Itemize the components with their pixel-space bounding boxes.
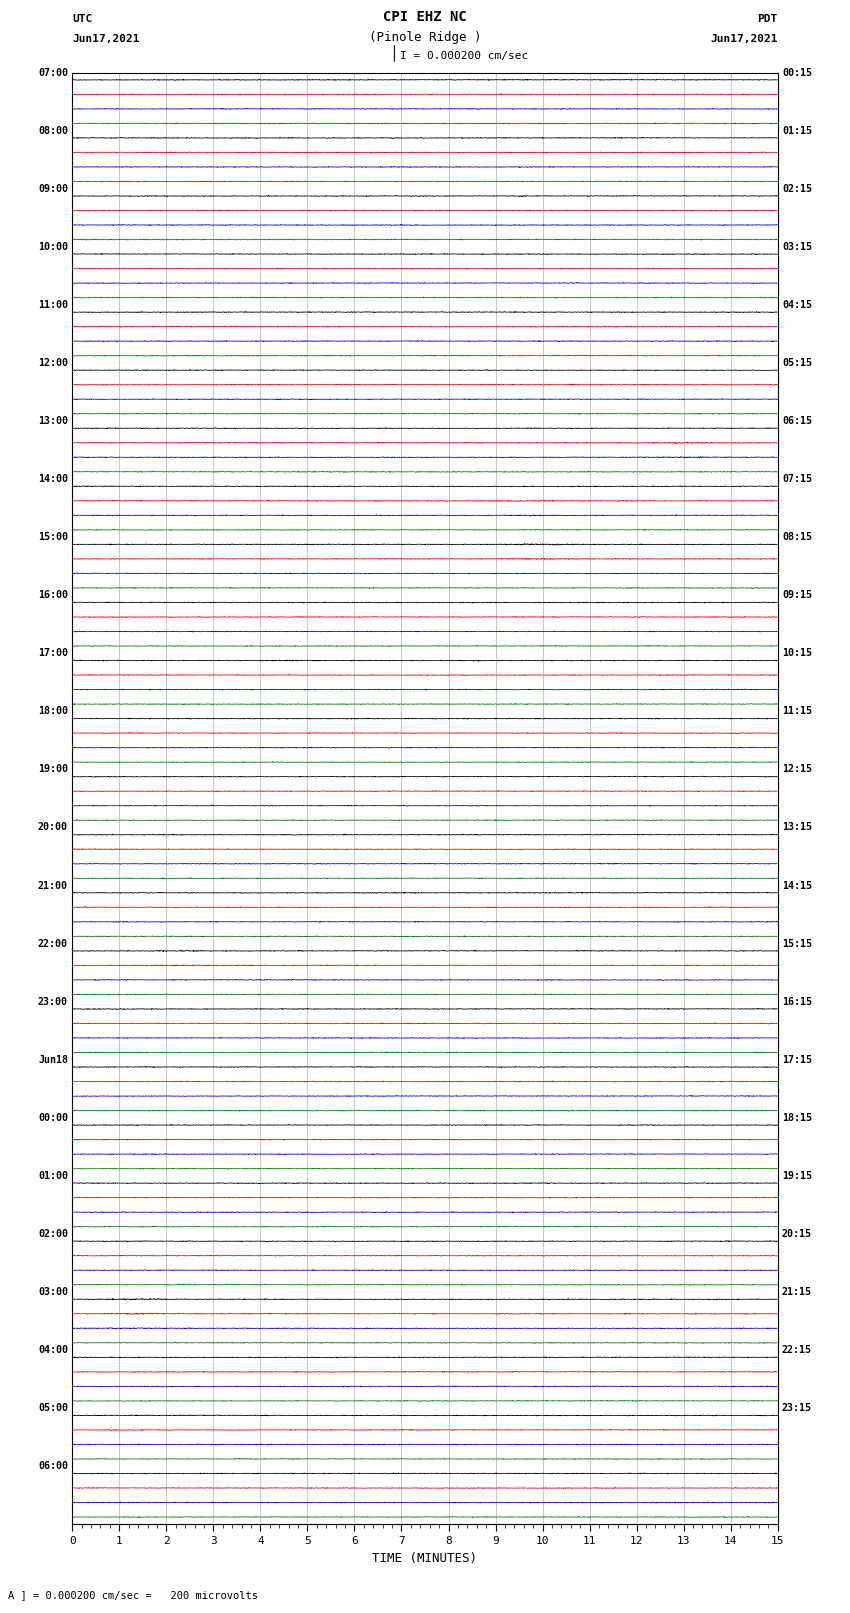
Text: 16:15: 16:15 [782,997,812,1007]
Text: 14:00: 14:00 [38,474,68,484]
Text: A ] = 0.000200 cm/sec =   200 microvolts: A ] = 0.000200 cm/sec = 200 microvolts [8,1590,258,1600]
Text: CPI EHZ NC: CPI EHZ NC [383,10,467,24]
Text: 21:15: 21:15 [782,1287,812,1297]
Text: 21:00: 21:00 [38,881,68,890]
Text: 19:00: 19:00 [38,765,68,774]
Text: ▏: ▏ [393,45,401,61]
Text: 17:00: 17:00 [38,648,68,658]
Text: 12:00: 12:00 [38,358,68,368]
Text: 23:00: 23:00 [38,997,68,1007]
Text: UTC: UTC [72,15,93,24]
Text: 10:15: 10:15 [782,648,812,658]
Text: 00:15: 00:15 [782,68,812,77]
Text: 11:15: 11:15 [782,706,812,716]
Text: Jun17,2021: Jun17,2021 [72,34,139,44]
Text: 07:00: 07:00 [38,68,68,77]
Text: 17:15: 17:15 [782,1055,812,1065]
Text: 02:15: 02:15 [782,184,812,194]
Text: (Pinole Ridge ): (Pinole Ridge ) [369,31,481,44]
Text: 09:15: 09:15 [782,590,812,600]
Text: 08:15: 08:15 [782,532,812,542]
Text: 02:00: 02:00 [38,1229,68,1239]
Text: 01:00: 01:00 [38,1171,68,1181]
Text: 18:15: 18:15 [782,1113,812,1123]
Text: 14:15: 14:15 [782,881,812,890]
Text: PDT: PDT [757,15,778,24]
X-axis label: TIME (MINUTES): TIME (MINUTES) [372,1552,478,1565]
Text: 07:15: 07:15 [782,474,812,484]
Text: 20:15: 20:15 [782,1229,812,1239]
Text: 22:00: 22:00 [38,939,68,948]
Text: 11:00: 11:00 [38,300,68,310]
Text: 16:00: 16:00 [38,590,68,600]
Text: 22:15: 22:15 [782,1345,812,1355]
Text: 03:00: 03:00 [38,1287,68,1297]
Text: 06:15: 06:15 [782,416,812,426]
Text: 13:00: 13:00 [38,416,68,426]
Text: Jun18: Jun18 [38,1055,68,1065]
Text: 18:00: 18:00 [38,706,68,716]
Text: 08:00: 08:00 [38,126,68,135]
Text: 13:15: 13:15 [782,823,812,832]
Text: 01:15: 01:15 [782,126,812,135]
Text: 04:00: 04:00 [38,1345,68,1355]
Text: 00:00: 00:00 [38,1113,68,1123]
Text: I = 0.000200 cm/sec: I = 0.000200 cm/sec [400,52,528,61]
Text: 19:15: 19:15 [782,1171,812,1181]
Text: 09:00: 09:00 [38,184,68,194]
Text: 04:15: 04:15 [782,300,812,310]
Text: 03:15: 03:15 [782,242,812,252]
Text: 15:15: 15:15 [782,939,812,948]
Text: 15:00: 15:00 [38,532,68,542]
Text: 05:00: 05:00 [38,1403,68,1413]
Text: 05:15: 05:15 [782,358,812,368]
Text: 12:15: 12:15 [782,765,812,774]
Text: 10:00: 10:00 [38,242,68,252]
Text: 20:00: 20:00 [38,823,68,832]
Text: Jun17,2021: Jun17,2021 [711,34,778,44]
Text: 06:00: 06:00 [38,1461,68,1471]
Text: 23:15: 23:15 [782,1403,812,1413]
